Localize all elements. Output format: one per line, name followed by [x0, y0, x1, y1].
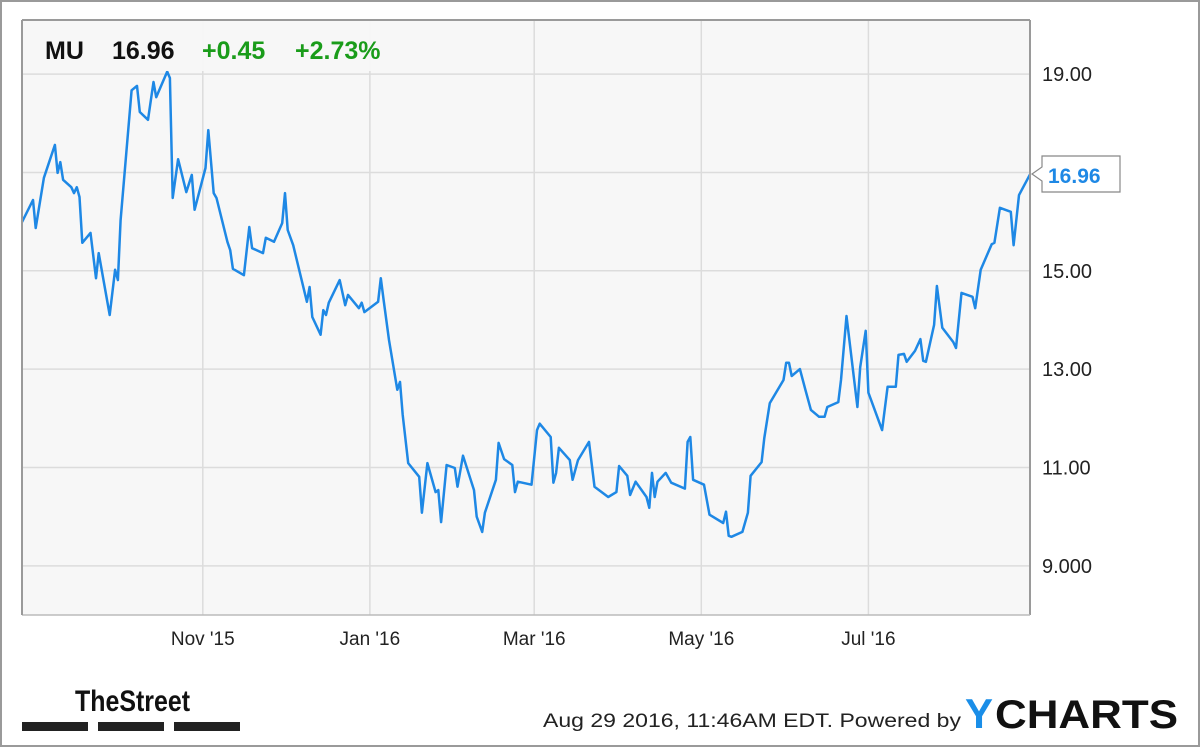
y-tick-label: 19.00	[1042, 64, 1092, 86]
price-line	[20, 70, 1032, 539]
y-axis-labels: 9.000 11.00 13.00 15.00 19.00	[1042, 64, 1092, 578]
x-axis-labels: Nov '15 Jan '16 Mar '16 May '16 Jul '16	[171, 629, 896, 650]
x-tick-label: Nov '15	[171, 629, 235, 650]
last-value-label: 16.96	[1030, 155, 1121, 193]
last-value-text: 16.96	[1048, 165, 1101, 188]
ycharts-y: Y	[965, 690, 993, 737]
y-tick-label: 9.000	[1042, 556, 1092, 578]
x-tick-label: Jan '16	[340, 629, 401, 650]
y-tick-label: 13.00	[1042, 359, 1092, 381]
y-tick-label: 15.00	[1042, 261, 1092, 283]
y-tick-label: 11.00	[1042, 457, 1091, 479]
ticker: MU	[45, 37, 84, 65]
thestreet-logo: TheStreet	[22, 685, 240, 731]
price-change-percent: +2.73%	[295, 37, 381, 65]
price-change: +0.45	[202, 37, 265, 65]
ycharts-wordmark: CHARTS	[995, 693, 1178, 737]
gridlines	[22, 20, 1030, 615]
x-tick-label: May '16	[668, 629, 734, 650]
price: 16.96	[112, 37, 175, 65]
x-tick-label: Mar '16	[503, 629, 566, 650]
thestreet-wordmark: TheStreet	[75, 685, 190, 718]
timestamp-powered-by: Aug 29 2016, 11:46AM EDT. Powered by	[543, 711, 962, 732]
plot-area	[22, 20, 1030, 615]
quote-header: MU 16.96 +0.45 +2.73%	[23, 21, 421, 71]
ycharts-logo[interactable]: Y CHARTS	[965, 690, 1178, 737]
x-tick-label: Jul '16	[841, 629, 895, 650]
